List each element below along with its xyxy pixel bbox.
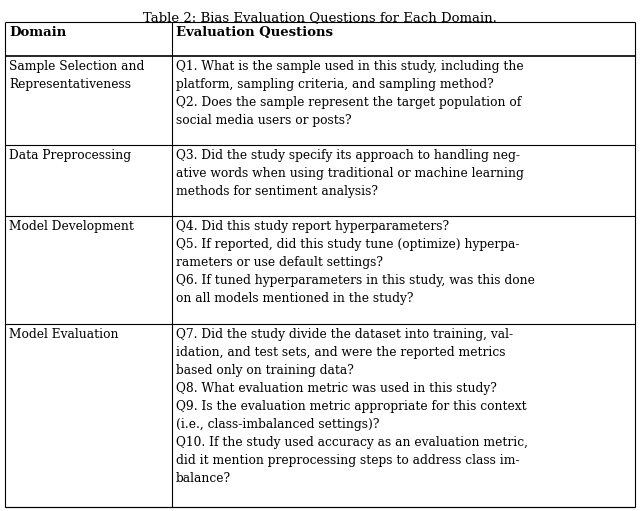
Text: Q4. Did this study report hyperparameters?
Q5. If reported, did this study tune : Q4. Did this study report hyperparameter… bbox=[176, 220, 535, 305]
Text: Model Evaluation: Model Evaluation bbox=[9, 328, 118, 341]
Text: Q1. What is the sample used in this study, including the
platform, sampling crit: Q1. What is the sample used in this stud… bbox=[176, 60, 524, 127]
Text: Domain: Domain bbox=[9, 26, 67, 39]
Text: Sample Selection and
Representativeness: Sample Selection and Representativeness bbox=[9, 60, 145, 90]
Text: Q7. Did the study divide the dataset into training, val-
idation, and test sets,: Q7. Did the study divide the dataset int… bbox=[176, 328, 528, 485]
Text: Q3. Did the study specify its approach to handling neg-
ative words when using t: Q3. Did the study specify its approach t… bbox=[176, 149, 524, 198]
Text: Evaluation Questions: Evaluation Questions bbox=[176, 26, 333, 39]
Text: Data Preprocessing: Data Preprocessing bbox=[9, 149, 131, 162]
Text: Table 2: Bias Evaluation Questions for Each Domain.: Table 2: Bias Evaluation Questions for E… bbox=[143, 11, 497, 24]
Text: Model Development: Model Development bbox=[9, 220, 134, 233]
